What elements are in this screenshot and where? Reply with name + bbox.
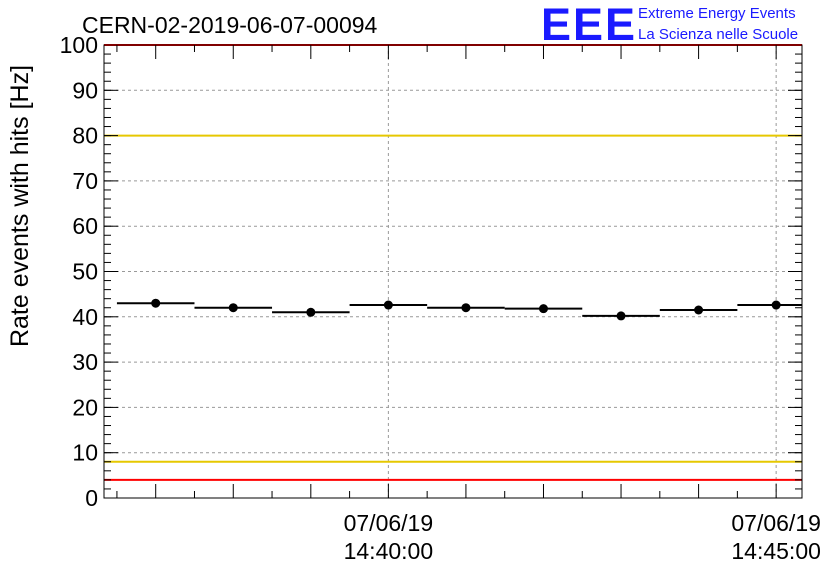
label-layer: 010203040506070809010007/06/1914:40:0007… [60, 32, 821, 564]
y-tick-label: 90 [72, 77, 98, 103]
data-point [228, 303, 238, 313]
y-tick-label: 10 [72, 440, 98, 466]
data-layer [116, 298, 802, 321]
data-point [771, 300, 781, 310]
x-tick-label-time: 14:45:00 [731, 538, 821, 564]
y-axis-label: Rate events with hits [Hz] [6, 65, 34, 347]
x-tick-label-date: 07/06/19 [731, 510, 821, 536]
data-point [538, 304, 548, 314]
data-point [383, 300, 393, 310]
y-tick-label: 60 [72, 213, 98, 239]
y-tick-label: 0 [85, 485, 98, 511]
reference-lines [104, 44, 802, 481]
y-tick-label: 20 [72, 394, 98, 420]
data-point [694, 305, 704, 315]
eee-logo-line1: Extreme Energy Events [638, 5, 796, 22]
x-tick-label-time: 14:40:00 [344, 538, 434, 564]
data-point [151, 298, 161, 308]
eee-logo-line2: La Scienza nelle Scuole [638, 26, 798, 43]
chart-title: CERN-02-2019-06-07-00094 [82, 12, 378, 38]
grid-layer [104, 45, 802, 498]
y-tick-label: 80 [72, 123, 98, 149]
eee-logo: EEE Extreme Energy Events La Scienza nel… [541, 0, 798, 50]
eee-logo-mark: EEE [541, 0, 637, 50]
x-tick-label-date: 07/06/19 [344, 510, 434, 536]
y-tick-label: 50 [72, 259, 98, 285]
y-tick-label: 70 [72, 168, 98, 194]
data-point [616, 311, 626, 321]
y-tick-label: 100 [60, 32, 98, 58]
tick-layer [104, 44, 802, 499]
data-point [461, 303, 471, 313]
data-point [306, 307, 316, 317]
y-tick-label: 40 [72, 304, 98, 330]
y-tick-label: 30 [72, 349, 98, 375]
